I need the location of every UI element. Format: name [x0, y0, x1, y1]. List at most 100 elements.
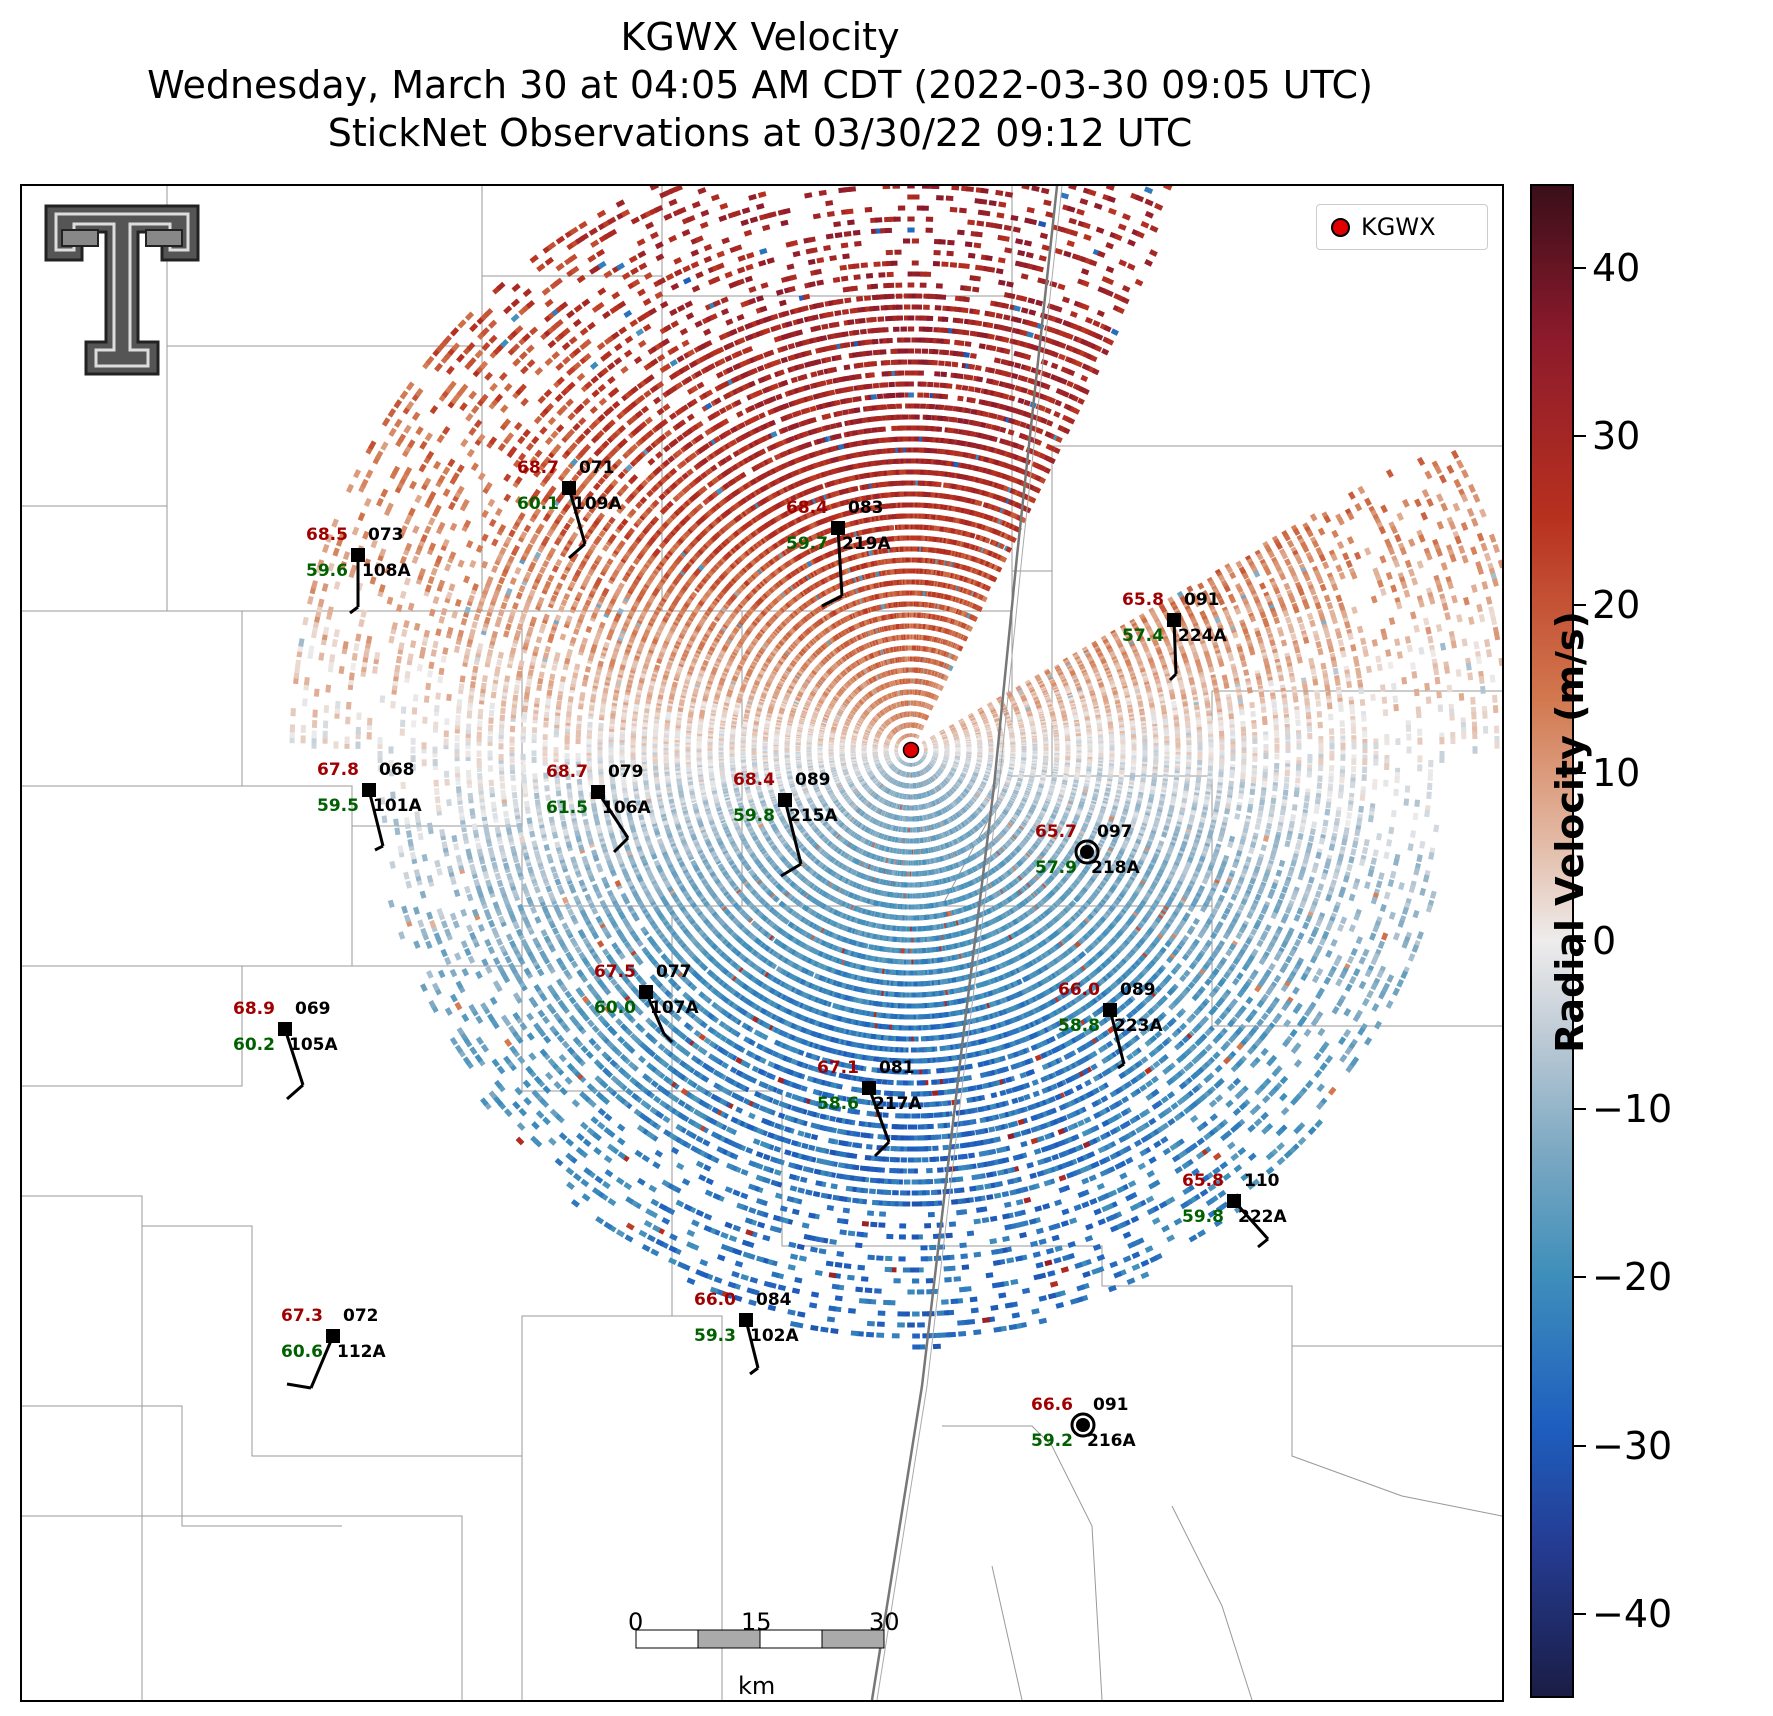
station-wind-direction: 089 — [795, 770, 831, 790]
colorbar-tick — [1574, 1276, 1586, 1278]
station-temperature: 65.8 — [1122, 590, 1164, 610]
station-marker — [1167, 613, 1181, 627]
station-id: 108A — [362, 561, 411, 581]
station-dewpoint: 59.6 — [306, 561, 348, 581]
wind-barb-flag — [287, 1384, 311, 1388]
station-id: 106A — [602, 798, 651, 818]
station-marker — [362, 783, 376, 797]
colorbar-tick-label: −40 — [1592, 1594, 1672, 1634]
station-wind-direction: 072 — [343, 1306, 379, 1326]
colorbar-tick-label: 0 — [1592, 921, 1616, 961]
station-marker — [1227, 1194, 1241, 1208]
station-marker — [326, 1329, 340, 1343]
station-temperature: 67.3 — [281, 1306, 323, 1326]
station-id: 224A — [1178, 626, 1227, 646]
station-dewpoint: 59.7 — [786, 534, 828, 554]
legend-label: KGWX — [1361, 213, 1436, 241]
station-id: 222A — [1238, 1207, 1287, 1227]
station-marker — [862, 1081, 876, 1095]
station-wind-direction: 091 — [1093, 1395, 1129, 1415]
station-temperature: 66.0 — [1058, 980, 1100, 1000]
scale-label-30: 30 — [869, 1608, 900, 1636]
station-dewpoint: 58.6 — [817, 1094, 859, 1114]
station-temperature: 67.5 — [594, 962, 636, 982]
colorbar-tick — [1574, 1613, 1586, 1615]
station-marker — [591, 785, 605, 799]
station-marker — [831, 521, 845, 535]
wind-barb-flag — [1170, 674, 1176, 680]
station-wind-direction: 081 — [879, 1058, 915, 1078]
station-dewpoint: 59.2 — [1031, 1431, 1073, 1451]
station-temperature: 65.8 — [1182, 1171, 1224, 1191]
station-marker — [1080, 845, 1094, 859]
station-dewpoint: 60.1 — [517, 494, 559, 514]
station-dewpoint: 60.6 — [281, 1342, 323, 1362]
colorbar-tick-label: 40 — [1592, 248, 1640, 288]
colorbar-tick-label: 10 — [1592, 753, 1640, 793]
station-marker — [278, 1022, 292, 1036]
station-temperature: 67.8 — [317, 760, 359, 780]
station-wind-direction: 068 — [379, 760, 415, 780]
station-id: 223A — [1114, 1016, 1163, 1036]
title-line-1: KGWX Velocity — [0, 14, 1520, 60]
colorbar-tick-label: 30 — [1592, 416, 1640, 456]
station-id: 215A — [789, 806, 838, 826]
station-marker — [351, 548, 365, 562]
colorbar-tick — [1574, 1108, 1586, 1110]
wind-barb-flag — [1258, 1239, 1268, 1247]
station-temperature: 66.0 — [694, 1290, 736, 1310]
wind-barb-flag — [287, 1085, 303, 1099]
station-marker — [778, 793, 792, 807]
colorbar-tick-label: −30 — [1592, 1426, 1672, 1466]
station-id: 218A — [1091, 858, 1140, 878]
station-temperature: 65.7 — [1035, 822, 1077, 842]
wind-barb-flag — [350, 607, 358, 613]
kgwx-marker-icon — [1331, 218, 1350, 237]
station-id: 102A — [750, 1326, 799, 1346]
wind-barb-shaft — [1174, 620, 1176, 674]
station-dewpoint: 59.5 — [317, 796, 359, 816]
station-wind-direction: 073 — [368, 525, 404, 545]
station-dewpoint: 59.8 — [1182, 1207, 1224, 1227]
colorbar-tick — [1574, 267, 1586, 269]
texas-tech-logo-icon — [42, 202, 202, 382]
station-wind-direction: 069 — [295, 999, 331, 1019]
station-wind-direction: 084 — [756, 1290, 792, 1310]
station-dewpoint: 57.4 — [1122, 626, 1164, 646]
station-temperature: 68.7 — [546, 762, 588, 782]
station-dewpoint: 58.8 — [1058, 1016, 1100, 1036]
station-temperature: 68.5 — [306, 525, 348, 545]
station-marker — [639, 985, 653, 999]
station-dewpoint: 60.0 — [594, 998, 636, 1018]
station-marker — [739, 1313, 753, 1327]
scale-label-15: 15 — [741, 1608, 772, 1636]
colorbar-tick-label: −10 — [1592, 1089, 1672, 1129]
radar-map: 68.7 071 60.1 109A 68.4 083 59.7 219A 68.5 073 59.… — [20, 184, 1504, 1702]
station-wind-direction: 071 — [579, 458, 615, 478]
station-temperature: 68.7 — [517, 458, 559, 478]
colorbar-tick-label: −20 — [1592, 1257, 1672, 1297]
title-line-2: Wednesday, March 30 at 04:05 AM CDT (202… — [0, 62, 1520, 108]
station-temperature: 67.1 — [817, 1058, 859, 1078]
station-wind-direction: 083 — [848, 498, 884, 518]
station-wind-direction: 091 — [1184, 590, 1220, 610]
radar-velocity-field — [290, 186, 1502, 1350]
station-dewpoint: 59.8 — [733, 806, 775, 826]
colorbar-tick-label: 20 — [1592, 585, 1640, 625]
station-marker — [1103, 1003, 1117, 1017]
wind-barb-flag — [375, 846, 383, 850]
station-id: 105A — [289, 1035, 338, 1055]
station-wind-direction: 077 — [656, 962, 692, 982]
station-dewpoint: 60.2 — [233, 1035, 275, 1055]
station-id: 112A — [337, 1342, 386, 1362]
station-wind-direction: 079 — [608, 762, 644, 782]
station-dewpoint: 59.3 — [694, 1326, 736, 1346]
station-dewpoint: 61.5 — [546, 798, 588, 818]
station-temperature: 68.4 — [733, 770, 775, 790]
wind-barb-flag — [750, 1368, 758, 1374]
station-wind-direction: 110 — [1244, 1171, 1280, 1191]
station-dewpoint: 57.9 — [1035, 858, 1077, 878]
station-id: 101A — [373, 796, 422, 816]
station-marker — [562, 481, 576, 495]
radar-map-canvas — [22, 186, 1502, 1700]
